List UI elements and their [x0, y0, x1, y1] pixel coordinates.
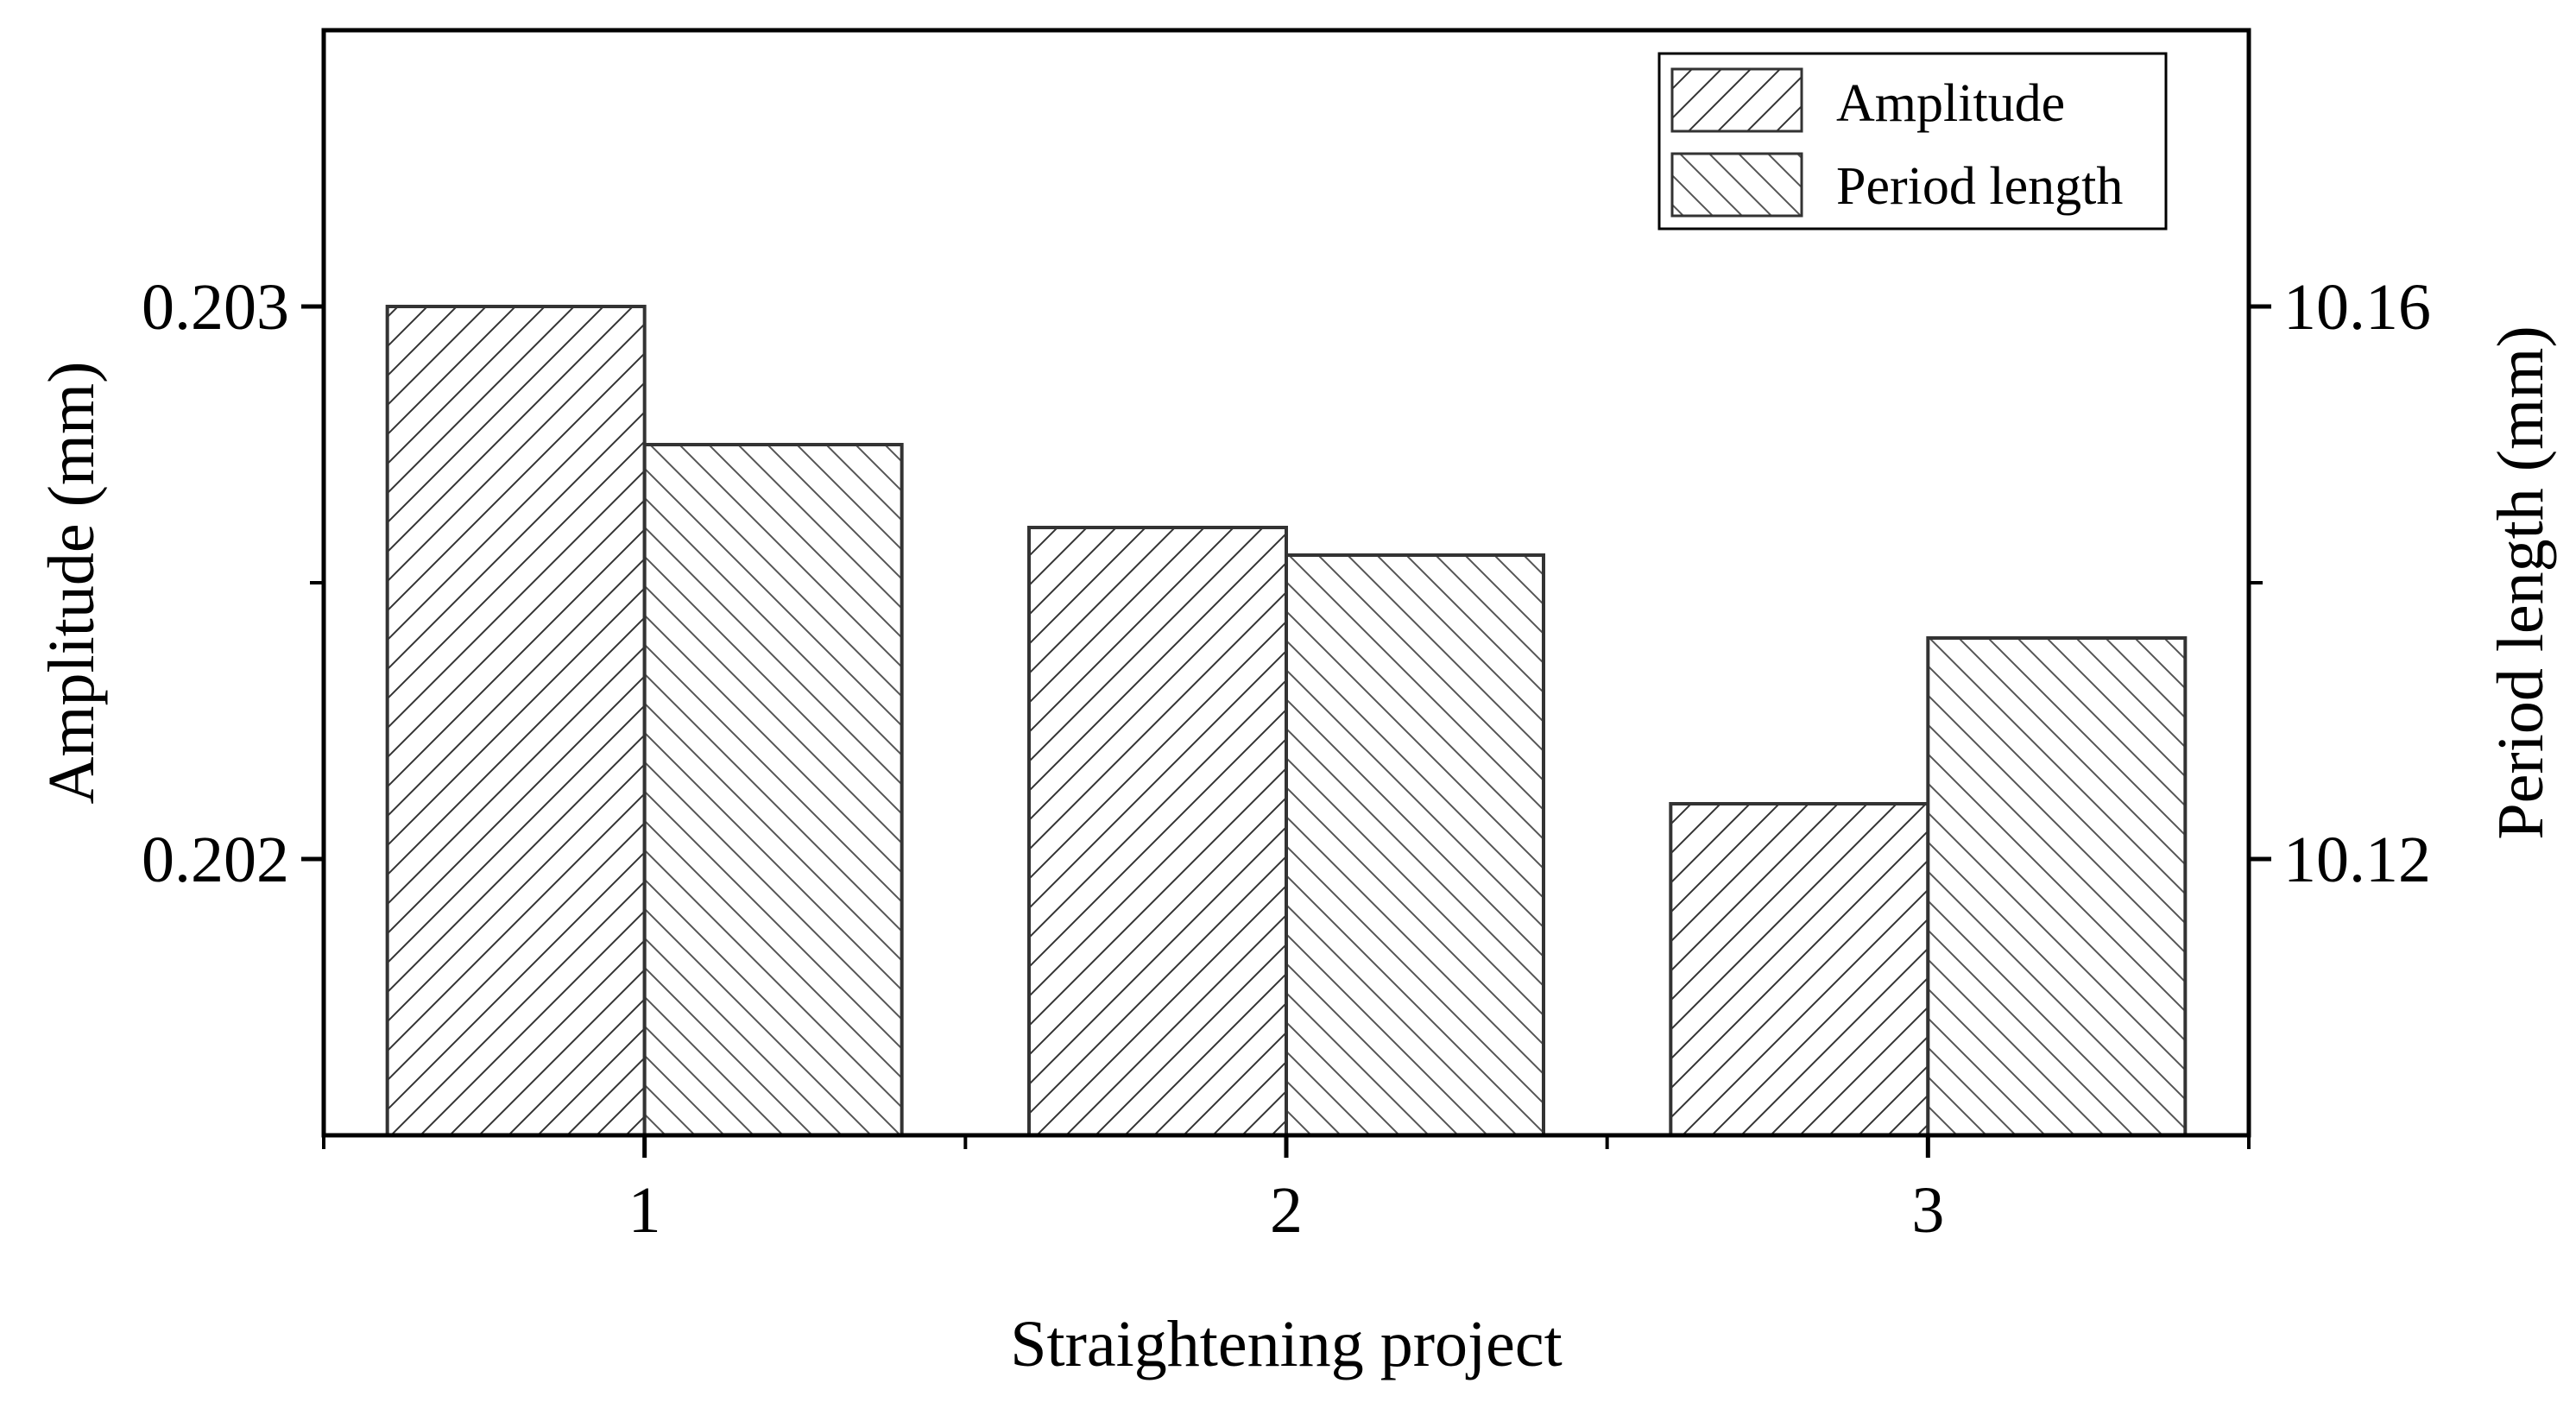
x-axis-title: Straightening project	[1010, 1308, 1563, 1380]
bar-period-length-2	[1285, 553, 1545, 1137]
y-axis-left-title: Amplitude (mm)	[35, 362, 108, 805]
bar-amplitude-2	[1027, 526, 1288, 1137]
y-right-tick-label-10.16: 10.16	[2283, 271, 2431, 344]
legend-label-amplitude: Amplitude	[1836, 74, 2065, 133]
y-left-tick-label-0.203: 0.203	[142, 271, 289, 344]
bar-period-length-1	[642, 443, 904, 1137]
y-left-tick-label-0.202: 0.202	[142, 824, 289, 896]
legend-swatch-period-length	[1670, 152, 1803, 218]
bar-amplitude-1	[385, 305, 647, 1137]
y-right-tick-label-10.12: 10.12	[2283, 824, 2431, 896]
y-axis-right-title: Period length (mm)	[2484, 325, 2557, 839]
bar-period-length-3	[1926, 636, 2188, 1137]
bar-amplitude-3	[1669, 802, 1930, 1137]
legend: Amplitude Period length	[1657, 52, 2168, 231]
x-tick-label-2: 2	[1270, 1174, 1303, 1247]
x-tick-label-1: 1	[628, 1174, 661, 1247]
x-tick-label-3: 3	[1911, 1174, 1944, 1247]
legend-swatch-amplitude	[1670, 67, 1803, 133]
legend-label-period-length: Period length	[1836, 157, 2123, 216]
ticks-layer: 1 2 3 0.202 0.203 10.12 10.16	[142, 271, 2431, 1247]
bars-layer	[385, 305, 2188, 1137]
